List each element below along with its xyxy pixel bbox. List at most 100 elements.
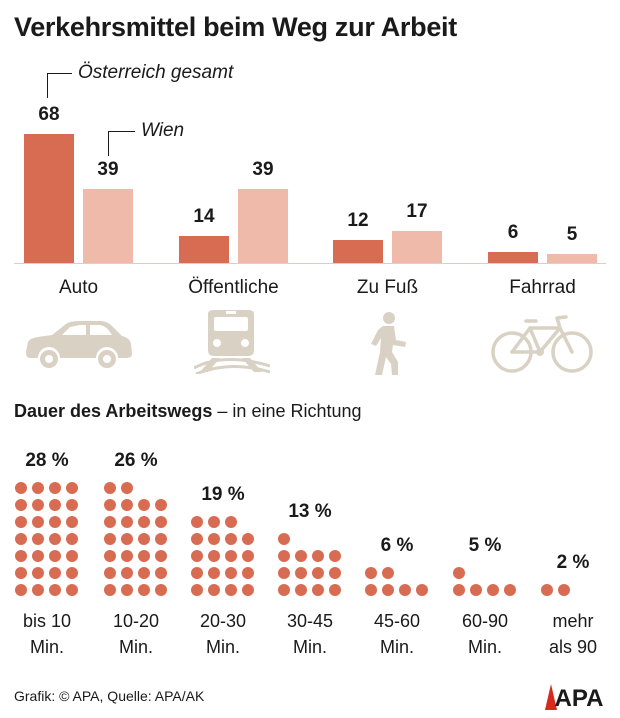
percent-label-0: 28 % [25, 450, 69, 471]
dot-0-19 [66, 516, 78, 528]
dot-2-2 [225, 584, 237, 596]
dot-1-12 [104, 533, 116, 545]
dot-4-0 [365, 584, 377, 596]
dot-1-7 [155, 567, 167, 579]
duration-subtitle-note: – in eine Richtung [217, 401, 362, 421]
dot-0-26 [49, 482, 61, 494]
percent-label-4: 6 % [380, 535, 414, 556]
dot-3-5 [295, 567, 307, 579]
dot-2-13 [208, 533, 220, 545]
duration-label-2: 20-30 Min. [183, 608, 263, 660]
source-footer: Grafik: © APA, Quelle: APA/AK [14, 688, 205, 704]
dot-0-2 [49, 584, 61, 596]
duration-label-1: 10-20 Min. [96, 608, 176, 660]
legend-vienna: Wien [141, 120, 185, 141]
dot-0-1 [32, 584, 44, 596]
dot-0-20 [15, 499, 27, 511]
dot-0-16 [15, 516, 27, 528]
dot-3-8 [278, 550, 290, 562]
dot-1-9 [121, 550, 133, 562]
dot-1-19 [155, 516, 167, 528]
percent-label-5: 5 % [468, 535, 502, 556]
dot-3-10 [312, 550, 324, 562]
bar-value-vienna-1: 39 [252, 159, 274, 180]
duration-label-line: Min. [379, 637, 414, 657]
dot-2-0 [191, 584, 203, 596]
dot-3-4 [278, 567, 290, 579]
duration-label-line: Min. [467, 637, 502, 657]
duration-label-line: Min. [29, 637, 64, 657]
dot-3-9 [295, 550, 307, 562]
dot-1-22 [138, 499, 150, 511]
dot-2-3 [242, 584, 254, 596]
duration-label-6: mehr als 90 [533, 608, 613, 660]
dot-1-5 [121, 567, 133, 579]
apa-logo: APA [545, 684, 603, 710]
dot-0-10 [49, 550, 61, 562]
dot-2-4 [191, 567, 203, 579]
dot-1-25 [121, 482, 133, 494]
bar-austria-1 [179, 236, 229, 263]
dot-0-27 [66, 482, 78, 494]
dot-3-11 [329, 550, 341, 562]
bar-value-vienna-0: 39 [97, 159, 119, 180]
dot-1-20 [104, 499, 116, 511]
bar-austria-2 [333, 240, 383, 263]
train-icon [194, 310, 270, 374]
dot-1-4 [104, 567, 116, 579]
bar-value-vienna-3: 5 [566, 224, 578, 245]
dot-0-22 [49, 499, 61, 511]
pedestrian-icon [371, 312, 406, 375]
baseline [14, 263, 606, 264]
duration-label-line: 10-20 [112, 611, 160, 631]
duration-label-line: 20-30 [199, 611, 247, 631]
dot-0-11 [66, 550, 78, 562]
dot-2-11 [242, 550, 254, 562]
dot-4-1 [382, 584, 394, 596]
percent-label-1: 26 % [114, 450, 158, 471]
dot-2-7 [242, 567, 254, 579]
dot-0-3 [66, 584, 78, 596]
bar-vienna-3 [547, 254, 597, 263]
category-label-2: Zu Fuß [356, 277, 419, 298]
dot-3-0 [278, 584, 290, 596]
legend-vienna-leader [108, 131, 135, 156]
percent-label-6: 2 % [556, 552, 590, 573]
dot-2-1 [208, 584, 220, 596]
dot-2-14 [225, 533, 237, 545]
dot-0-9 [32, 550, 44, 562]
dot-0-6 [49, 567, 61, 579]
duration-label-0: bis 10 Min. [7, 608, 87, 660]
duration-label-line: 45-60 [373, 611, 421, 631]
dot-1-15 [155, 533, 167, 545]
dot-1-1 [121, 584, 133, 596]
dot-0-15 [66, 533, 78, 545]
bar-value-vienna-2: 17 [406, 201, 428, 222]
dot-6-1 [558, 584, 570, 596]
legend-austria-leader [47, 73, 72, 98]
dot-1-11 [155, 550, 167, 562]
dot-1-21 [121, 499, 133, 511]
dot-0-14 [49, 533, 61, 545]
dot-4-5 [382, 567, 394, 579]
dot-1-2 [138, 584, 150, 596]
dot-0-17 [32, 516, 44, 528]
dot-0-18 [49, 516, 61, 528]
duration-label-line: 30-45 [286, 611, 334, 631]
bar-austria-0 [24, 134, 74, 263]
duration-label-line: bis 10 [22, 611, 72, 631]
dot-2-10 [225, 550, 237, 562]
bar-vienna-1 [238, 189, 288, 263]
dot-0-25 [32, 482, 44, 494]
duration-label-line: mehr [552, 611, 594, 631]
dot-1-0 [104, 584, 116, 596]
dot-0-21 [32, 499, 44, 511]
dot-2-5 [208, 567, 220, 579]
legend-austria: Österreich gesamt [78, 62, 234, 83]
dot-5-2 [487, 584, 499, 596]
duration-label-4: 45-60 Min. [357, 608, 437, 660]
bar-value-austria-0: 68 [38, 104, 60, 125]
dot-5-1 [470, 584, 482, 596]
dot-0-24 [15, 482, 27, 494]
dot-6-0 [541, 584, 553, 596]
